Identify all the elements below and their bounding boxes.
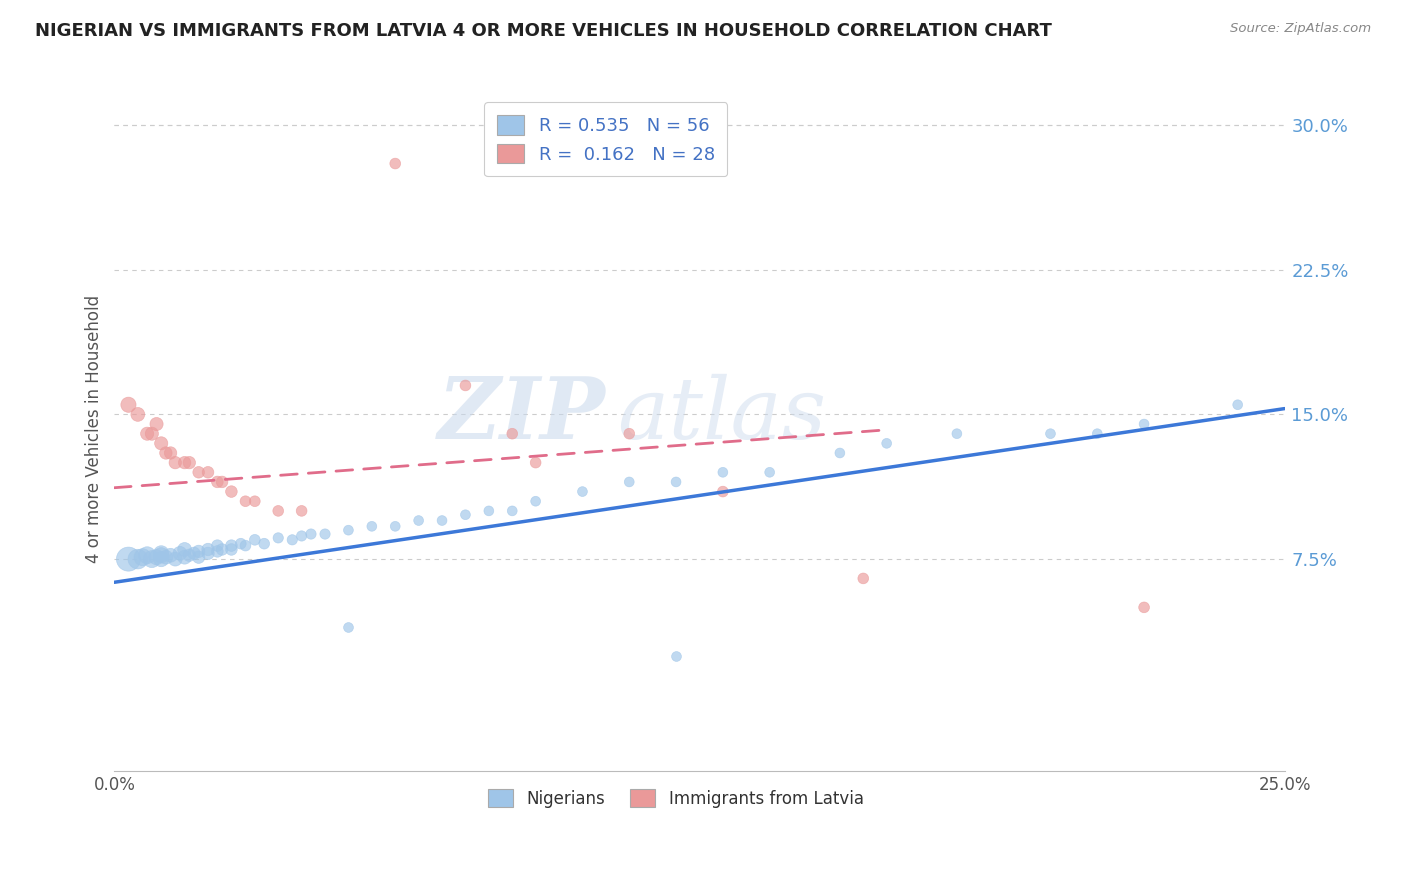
Point xyxy=(299,527,322,541)
Point xyxy=(243,533,266,547)
Point xyxy=(145,417,167,431)
Point xyxy=(207,475,229,489)
Point xyxy=(173,456,195,470)
Point xyxy=(711,484,734,499)
Point xyxy=(165,552,187,566)
Point xyxy=(1133,417,1156,431)
Point xyxy=(221,542,243,557)
Point xyxy=(430,514,453,528)
Point xyxy=(197,546,219,560)
Point xyxy=(243,494,266,508)
Point xyxy=(384,156,406,170)
Text: ZIP: ZIP xyxy=(439,374,606,457)
Point xyxy=(197,465,219,479)
Point xyxy=(235,494,257,508)
Point xyxy=(127,408,149,422)
Point xyxy=(173,550,195,565)
Point xyxy=(267,504,290,518)
Point xyxy=(136,548,159,562)
Point xyxy=(291,504,314,518)
Point xyxy=(1039,426,1062,441)
Point xyxy=(253,537,276,551)
Point xyxy=(155,550,177,565)
Point xyxy=(524,494,547,508)
Point xyxy=(117,398,139,412)
Point xyxy=(117,552,139,566)
Point xyxy=(221,484,243,499)
Point xyxy=(127,552,149,566)
Point xyxy=(207,544,229,558)
Point xyxy=(197,542,219,557)
Point xyxy=(571,484,593,499)
Point xyxy=(235,539,257,553)
Text: Source: ZipAtlas.com: Source: ZipAtlas.com xyxy=(1230,22,1371,36)
Point xyxy=(454,508,477,522)
Point xyxy=(136,426,159,441)
Point xyxy=(619,475,641,489)
Point xyxy=(187,465,209,479)
Text: atlas: atlas xyxy=(617,374,827,457)
Point xyxy=(384,519,406,533)
Point xyxy=(291,529,314,543)
Point xyxy=(478,504,501,518)
Point xyxy=(145,550,167,565)
Point xyxy=(187,550,209,565)
Point xyxy=(501,504,523,518)
Point xyxy=(169,546,191,560)
Point xyxy=(946,426,969,441)
Point xyxy=(150,552,173,566)
Point xyxy=(141,552,163,566)
Point xyxy=(711,465,734,479)
Text: NIGERIAN VS IMMIGRANTS FROM LATVIA 4 OR MORE VEHICLES IN HOUSEHOLD CORRELATION C: NIGERIAN VS IMMIGRANTS FROM LATVIA 4 OR … xyxy=(35,22,1052,40)
Point xyxy=(131,550,153,565)
Legend: Nigerians, Immigrants from Latvia: Nigerians, Immigrants from Latvia xyxy=(482,782,870,814)
Point xyxy=(207,539,229,553)
Point xyxy=(314,527,336,541)
Point xyxy=(159,446,181,460)
Point xyxy=(187,544,209,558)
Point xyxy=(141,426,163,441)
Point xyxy=(150,436,173,450)
Point xyxy=(524,456,547,470)
Point xyxy=(155,446,177,460)
Point xyxy=(337,620,360,634)
Point xyxy=(179,548,201,562)
Point xyxy=(852,571,875,585)
Point xyxy=(267,531,290,545)
Point xyxy=(183,546,205,560)
Point xyxy=(360,519,382,533)
Point xyxy=(758,465,780,479)
Point xyxy=(454,378,477,392)
Point xyxy=(150,546,173,560)
Point xyxy=(1085,426,1108,441)
Point xyxy=(173,542,195,557)
Point xyxy=(337,523,360,537)
Point xyxy=(179,456,201,470)
Point xyxy=(1226,398,1249,412)
Point xyxy=(165,456,187,470)
Point xyxy=(1133,600,1156,615)
Point xyxy=(150,548,173,562)
Point xyxy=(408,514,430,528)
Point xyxy=(665,475,688,489)
Point xyxy=(619,426,641,441)
Point xyxy=(501,426,523,441)
Point xyxy=(665,648,688,663)
Point xyxy=(828,446,851,460)
Point xyxy=(876,436,898,450)
Y-axis label: 4 or more Vehicles in Household: 4 or more Vehicles in Household xyxy=(86,295,103,563)
Point xyxy=(229,537,252,551)
Point xyxy=(159,548,181,562)
Point xyxy=(211,475,233,489)
Point xyxy=(281,533,304,547)
Point xyxy=(221,539,243,553)
Point xyxy=(211,542,233,557)
